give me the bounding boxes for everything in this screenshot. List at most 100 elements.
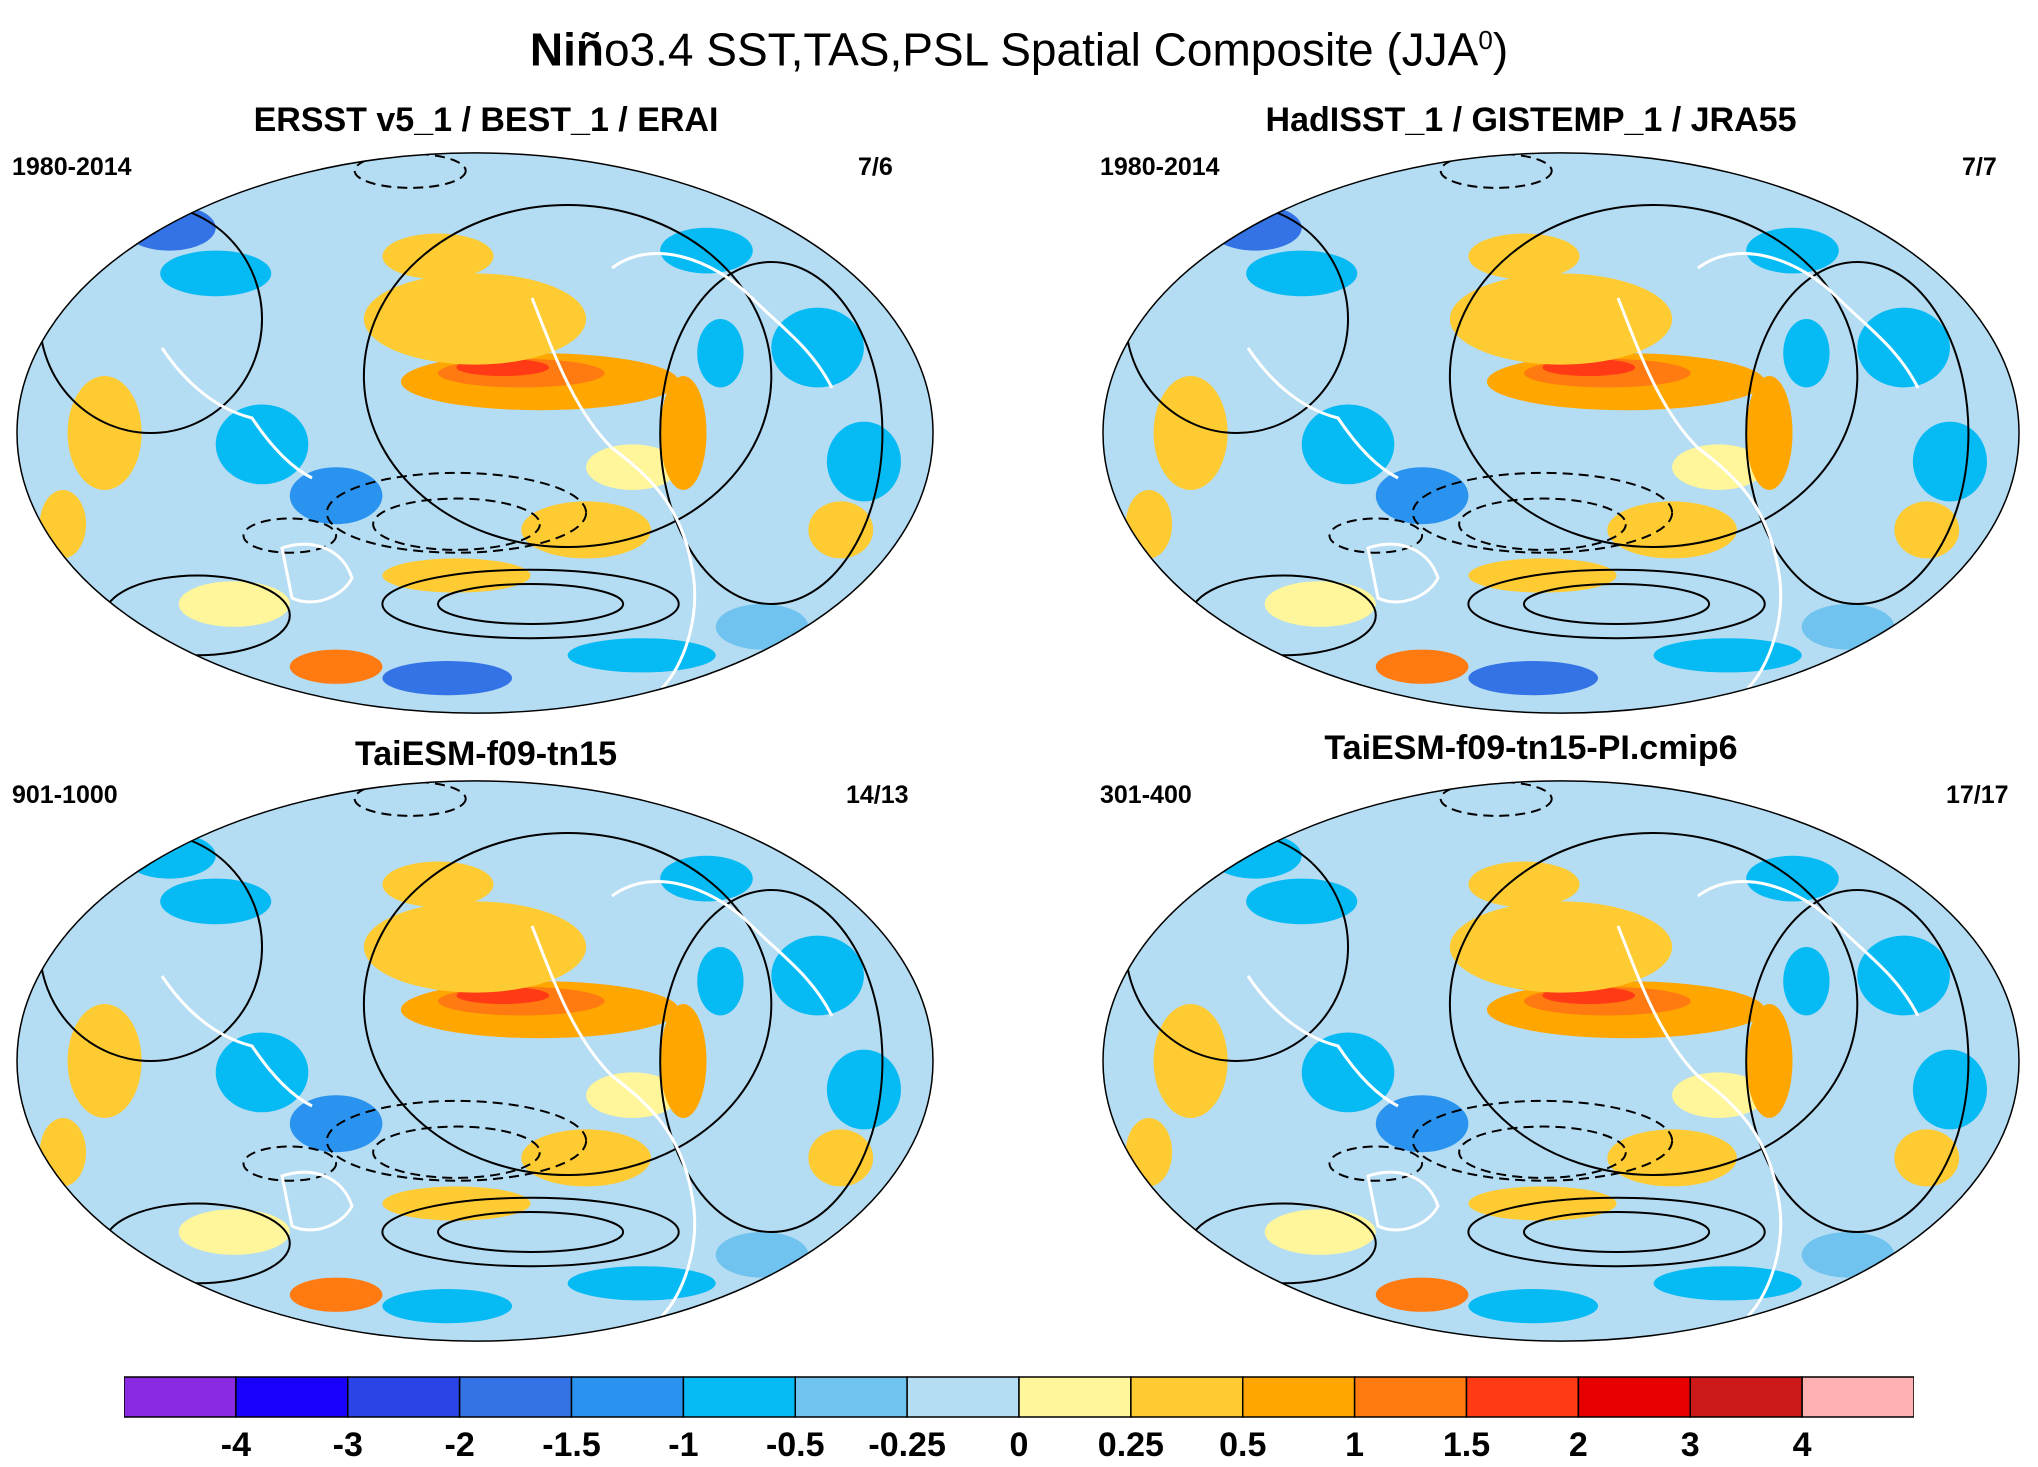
psl-contour-negative: [242, 517, 338, 554]
colorbar-swatch: [1242, 1376, 1356, 1418]
psl-contour-negative: [1458, 1125, 1627, 1179]
psl-contour-positive: [381, 568, 680, 640]
anomaly-region: [1301, 1032, 1395, 1113]
colorbar: [124, 1376, 1914, 1418]
colorbar-tick-label: 3: [1680, 1426, 1700, 1464]
colorbar-swatch: [124, 1376, 237, 1418]
anomaly-region: [1375, 1095, 1469, 1153]
anomaly-region: [697, 947, 744, 1016]
anomaly-region: [1783, 319, 1830, 388]
anomaly-region: [771, 307, 864, 388]
panel-4-period: 301-400: [1100, 781, 1192, 809]
panel-2-period: 1980-2014: [1100, 153, 1220, 181]
anomaly-region: [289, 1277, 383, 1312]
colorbar-swatch: [1801, 1376, 1914, 1418]
coastline: [530, 297, 697, 690]
colorbar-tick-label: -3: [332, 1426, 363, 1464]
anomaly-region: [289, 1095, 383, 1153]
colorbar-tick-label: -0.5: [765, 1426, 825, 1464]
figure-title: Niño3.4 SST,TAS,PSL Spatial Composite (J…: [529, 23, 1509, 76]
anomaly-region: [1375, 467, 1469, 525]
colorbar-swatch: [1018, 1376, 1132, 1418]
anomaly-region: [1246, 878, 1358, 925]
anomaly-region: [363, 901, 587, 993]
anomaly-region: [521, 501, 651, 559]
coastline: [1366, 1170, 1440, 1232]
psl-contour-negative: [1458, 497, 1627, 551]
panel-4-counts: 17/17: [1946, 781, 2009, 809]
panel-3-title: TaiESM-f09-tn15: [355, 735, 617, 773]
psl-contour-negative: [325, 1099, 588, 1182]
colorbar-tick-label: -0.25: [868, 1426, 946, 1464]
psl-contour-positive: [659, 261, 884, 605]
colorbar-swatch: [794, 1376, 908, 1418]
colorbar-swatch: [458, 1376, 573, 1418]
anomaly-region: [1153, 1004, 1228, 1118]
anomaly-region: [1468, 661, 1599, 696]
anomaly-region: [215, 1032, 309, 1113]
colorbar-tick-label: -1.5: [542, 1426, 601, 1464]
anomaly-region: [1264, 581, 1376, 627]
anomaly-region: [1746, 376, 1793, 490]
coastline: [1697, 252, 1920, 389]
anomaly-region: [382, 233, 494, 280]
anomaly-region: [67, 1004, 142, 1118]
anomaly-region: [160, 878, 272, 925]
psl-contour-positive: [381, 1196, 680, 1268]
panel-1-map: [16, 152, 934, 714]
anomaly-region: [660, 1004, 707, 1118]
anomaly-region: [1857, 935, 1950, 1016]
colorbar-tick-label: 1.5: [1442, 1426, 1491, 1464]
coastline: [160, 975, 313, 1108]
anomaly-region: [215, 404, 309, 485]
anomaly-region: [382, 1186, 531, 1221]
colorbar-tick-label: 0.25: [1097, 1426, 1164, 1464]
coastline: [1616, 297, 1783, 690]
anomaly-region: [1857, 307, 1950, 388]
psl-contour-positive: [1467, 1196, 1766, 1268]
map-outline: [16, 780, 934, 1342]
anomaly-region: [567, 1266, 716, 1301]
colorbar-tick-label: 0: [1009, 1426, 1029, 1464]
anomaly-region: [1801, 1232, 1895, 1278]
anomaly-region: [1264, 1209, 1376, 1255]
anomaly-region: [1672, 444, 1765, 491]
panel-1-title: ERSST v5_1 / BEST_1 / ERAI: [253, 101, 719, 139]
panel-2-title: HadISST_1 / GISTEMP_1 / JRA55: [1265, 101, 1797, 139]
anomaly-region: [715, 1232, 809, 1278]
psl-contour-positive: [362, 204, 773, 548]
psl-contour-negative: [242, 1145, 338, 1182]
psl-contour-positive: [1448, 204, 1859, 548]
anomaly-region: [1125, 1118, 1173, 1187]
anomaly-region: [1653, 638, 1802, 673]
colorbar-swatch: [347, 1376, 461, 1418]
anomaly-region: [39, 490, 87, 559]
psl-contour-negative: [372, 497, 541, 551]
psl-contour-negative: [1411, 1099, 1674, 1182]
panel-1-counts: 7/6: [858, 153, 893, 181]
anomaly-region: [521, 1129, 651, 1187]
anomaly-region: [382, 1289, 513, 1324]
anomaly-region: [1801, 604, 1895, 650]
anomaly-region: [1301, 404, 1395, 485]
colorbar-tick-label: 4: [1792, 1426, 1812, 1464]
anomaly-region: [1153, 376, 1228, 490]
anomaly-region: [1912, 421, 1987, 502]
psl-contour-negative: [372, 1125, 541, 1179]
colorbar-swatch: [906, 1376, 1020, 1418]
anomaly-region: [826, 421, 901, 502]
colorbar-tick-label: 0.5: [1219, 1426, 1267, 1464]
map-outline: [1102, 152, 2020, 714]
coastline: [1366, 542, 1440, 604]
psl-contour-positive: [1522, 583, 1711, 625]
psl-contour-negative: [1411, 471, 1674, 554]
anomaly-region: [1894, 1129, 1960, 1187]
psl-contour-positive: [1745, 261, 1970, 605]
panel-4-map: [1102, 780, 2020, 1342]
psl-contour-positive: [1522, 1211, 1711, 1253]
colorbar-swatch: [235, 1376, 349, 1418]
anomaly-region: [1375, 1277, 1469, 1312]
colorbar-swatch: [1577, 1376, 1692, 1418]
colorbar-swatch: [1353, 1376, 1468, 1418]
coastline: [280, 1170, 354, 1232]
